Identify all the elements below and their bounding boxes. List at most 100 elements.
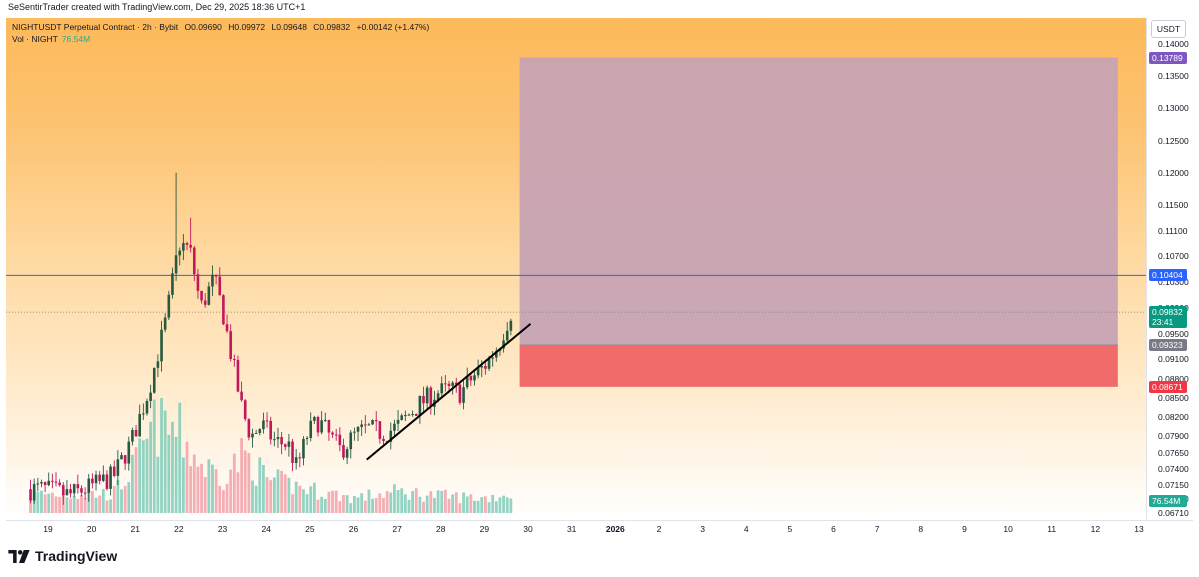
- candle-body: [102, 474, 105, 481]
- time-tick-label: 26: [348, 524, 359, 534]
- price-tick-label: 0.11100: [1158, 225, 1188, 236]
- candle-body: [211, 274, 214, 287]
- volume-bar: [98, 495, 102, 513]
- volume-bar: [43, 494, 47, 513]
- time-tick-label: 10: [1003, 524, 1013, 534]
- price-tick-label: 0.07650: [1158, 447, 1189, 458]
- volume-bar: [312, 482, 316, 513]
- currency-selector[interactable]: USDT: [1151, 20, 1186, 38]
- volume-bar: [414, 488, 418, 513]
- candle-body: [389, 430, 393, 442]
- candle-body: [454, 382, 458, 385]
- volume-bar: [232, 453, 236, 513]
- volume-bar: [251, 480, 254, 513]
- candle-body: [331, 432, 334, 435]
- time-tick-label: 23: [217, 524, 228, 534]
- candle-body: [407, 414, 411, 416]
- candle-body: [225, 324, 229, 332]
- candle-body: [91, 478, 94, 484]
- chart-area[interactable]: [6, 18, 1146, 520]
- volume-bar: [342, 495, 345, 513]
- candle-body: [258, 429, 262, 433]
- volume-bar: [407, 499, 411, 513]
- candle-body: [105, 474, 109, 489]
- volume-bar: [465, 496, 469, 513]
- candle-body: [36, 483, 40, 485]
- volume-bar: [243, 450, 247, 513]
- candle-body: [476, 367, 480, 376]
- volume-bar: [76, 499, 80, 513]
- candle-body: [400, 415, 403, 420]
- price-change: +0.00142 (+1.47%): [356, 22, 430, 32]
- volume-bar: [200, 463, 203, 513]
- volume-bar: [502, 495, 505, 513]
- volume-bar: [109, 499, 112, 513]
- price-tick-label: 0.09500: [1158, 328, 1189, 339]
- volume-bar: [309, 486, 313, 513]
- candle-body: [32, 484, 36, 501]
- volume-bar: [262, 464, 265, 513]
- candle-body: [51, 480, 54, 482]
- candle-body: [156, 361, 160, 368]
- time-axis[interactable]: [6, 520, 1193, 541]
- candle-body: [382, 438, 385, 442]
- candle-body: [120, 455, 123, 460]
- candle-body: [233, 358, 236, 360]
- last-price-value: 0.09832: [1152, 307, 1183, 318]
- volume-bar: [276, 469, 280, 513]
- volume-bar: [29, 498, 32, 513]
- volume-bar: [174, 436, 178, 513]
- volume-bar: [356, 497, 360, 513]
- candle-body: [349, 432, 353, 450]
- price-axis[interactable]: [1146, 18, 1194, 520]
- candle-body: [240, 391, 243, 401]
- volume-bar: [294, 481, 298, 513]
- volume-bar: [112, 486, 116, 513]
- price-tick-label: 0.13500: [1158, 71, 1189, 82]
- time-tick-label: 25: [305, 524, 315, 534]
- time-tick-label: 29: [479, 524, 490, 534]
- candle-body: [505, 330, 509, 341]
- candle-body: [80, 488, 83, 493]
- candle-body: [47, 480, 51, 486]
- volume-bar: [54, 496, 58, 513]
- candle-body: [109, 466, 112, 489]
- candle-body: [29, 489, 32, 501]
- candle-body: [404, 415, 407, 417]
- time-tick-label: 9: [962, 524, 967, 534]
- stop-price-label: 0.08671: [1149, 380, 1187, 393]
- volume-bar: [247, 453, 251, 513]
- candle-body: [429, 387, 433, 407]
- volume-bar: [185, 441, 189, 513]
- candle-body: [323, 419, 327, 421]
- candle-body: [178, 250, 182, 256]
- chart-svg[interactable]: [6, 18, 1146, 520]
- volume-bar: [269, 480, 273, 513]
- volume-bar: [58, 496, 62, 513]
- candle-body: [200, 290, 203, 301]
- volume-bar: [443, 489, 447, 513]
- candle-body: [444, 383, 447, 385]
- volume-bar: [316, 499, 320, 513]
- candle-body: [69, 489, 72, 494]
- volume-bar: [236, 472, 240, 513]
- volume-bar: [145, 438, 149, 513]
- candle-body: [229, 331, 232, 359]
- candle-body: [360, 424, 363, 428]
- volume-bar: [469, 494, 473, 513]
- volume-bar: [181, 457, 185, 513]
- candle-body: [320, 420, 323, 433]
- volume-bar: [476, 500, 480, 513]
- candle-body: [94, 474, 98, 484]
- volume-bar: [36, 491, 40, 513]
- candle-body: [72, 484, 76, 494]
- volume-bar: [127, 482, 131, 513]
- volume-bar: [123, 486, 127, 513]
- candle-body: [473, 375, 476, 381]
- price-tick-label: 0.11500: [1158, 199, 1189, 210]
- price-tick-label: 0.06710: [1158, 508, 1189, 518]
- candle-body: [174, 255, 178, 274]
- candle-body: [149, 392, 152, 401]
- volume-bar: [334, 490, 338, 513]
- volume-bar: [101, 488, 105, 513]
